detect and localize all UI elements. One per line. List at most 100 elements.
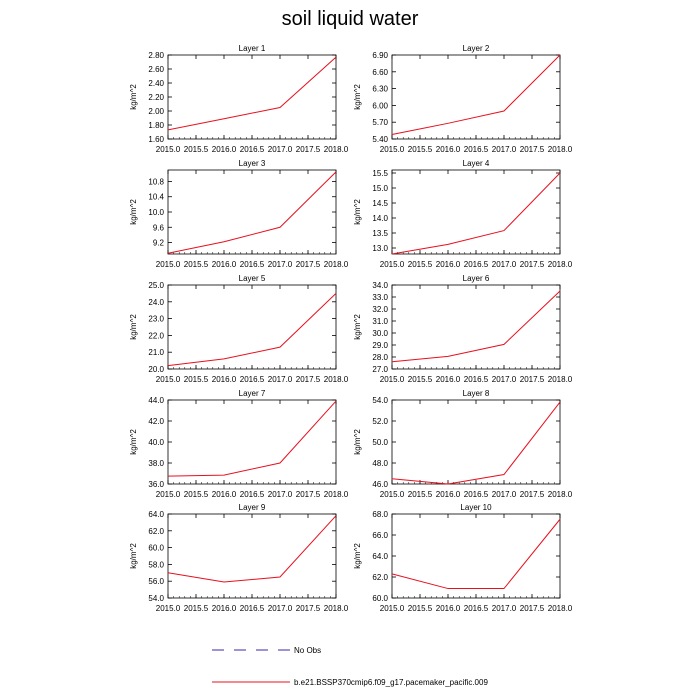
x-tick-label: 2016.5 <box>240 490 265 499</box>
series-line <box>391 172 561 255</box>
y-tick-label: 62.0 <box>372 573 388 582</box>
x-tick-label: 2016.5 <box>464 490 489 499</box>
y-tick-label: 62.0 <box>148 527 164 536</box>
y-axis-label: kg/m^2 <box>129 543 138 569</box>
subplot-title: Layer 5 <box>239 274 266 283</box>
x-tick-label: 2015.0 <box>156 375 181 384</box>
y-tick-label: 48.0 <box>372 459 388 468</box>
y-axis-label: kg/m^2 <box>353 543 362 569</box>
y-axis-label: kg/m^2 <box>353 429 362 455</box>
x-tick-label: 2016.0 <box>212 260 237 269</box>
plot-frame <box>167 513 337 599</box>
y-tick-label: 1.80 <box>148 121 164 130</box>
x-tick-label: 2016.0 <box>436 375 461 384</box>
y-tick-label: 60.0 <box>148 544 164 553</box>
plot-frame <box>391 169 561 255</box>
y-tick-label: 52.0 <box>372 417 388 426</box>
x-tick-label: 2017.0 <box>492 490 517 499</box>
y-tick-label: 29.0 <box>372 341 388 350</box>
subplot-title: Layer 10 <box>460 503 492 512</box>
x-tick-label: 2015.5 <box>408 375 433 384</box>
y-tick-label: 36.0 <box>148 480 164 489</box>
y-tick-label: 30.0 <box>372 329 388 338</box>
subplot-title: Layer 7 <box>239 389 266 398</box>
y-tick-label: 40.0 <box>148 438 164 447</box>
x-tick-label: 2016.0 <box>212 145 237 154</box>
y-tick-label: 60.0 <box>372 594 388 603</box>
x-tick-label: 2015.5 <box>184 490 209 499</box>
y-tick-label: 14.5 <box>372 199 388 208</box>
y-axis-label: kg/m^2 <box>129 314 138 340</box>
y-tick-label: 15.0 <box>372 184 388 193</box>
x-tick-label: 2017.5 <box>296 375 321 384</box>
x-tick-label: 2015.5 <box>408 604 433 613</box>
x-tick-label: 2016.5 <box>240 145 265 154</box>
subplot-title: Layer 8 <box>463 389 490 398</box>
x-tick-label: 2016.5 <box>464 260 489 269</box>
y-tick-label: 44.0 <box>148 396 164 405</box>
x-tick-label: 2016.0 <box>436 604 461 613</box>
y-axis-label: kg/m^2 <box>129 199 138 225</box>
y-axis-label: kg/m^2 <box>129 429 138 455</box>
subplot-title: Layer 4 <box>463 159 490 168</box>
x-tick-label: 2017.0 <box>268 604 293 613</box>
series-line <box>167 293 337 367</box>
y-tick-label: 25.0 <box>148 281 164 290</box>
x-tick-label: 2015.5 <box>408 490 433 499</box>
x-tick-label: 2017.0 <box>268 375 293 384</box>
x-tick-label: 2018.0 <box>548 375 573 384</box>
y-tick-label: 21.0 <box>148 348 164 357</box>
plot-frame <box>167 284 337 370</box>
subplot-title: Layer 2 <box>463 44 490 53</box>
x-tick-label: 2015.5 <box>408 260 433 269</box>
x-tick-label: 2018.0 <box>324 145 349 154</box>
y-tick-label: 2.60 <box>148 65 164 74</box>
x-tick-label: 2016.0 <box>436 145 461 154</box>
x-tick-label: 2018.0 <box>324 490 349 499</box>
x-tick-label: 2017.5 <box>520 375 545 384</box>
y-tick-label: 15.5 <box>372 169 388 178</box>
x-tick-label: 2017.5 <box>520 260 545 269</box>
y-tick-label: 64.0 <box>148 510 164 519</box>
x-tick-label: 2015.0 <box>156 260 181 269</box>
x-tick-label: 2017.0 <box>492 375 517 384</box>
x-tick-label: 2017.5 <box>296 145 321 154</box>
y-axis-label: kg/m^2 <box>129 84 138 110</box>
plot-frame <box>391 399 561 485</box>
y-tick-label: 38.0 <box>148 459 164 468</box>
y-tick-label: 46.0 <box>372 480 388 489</box>
y-tick-label: 9.6 <box>153 223 165 232</box>
y-tick-label: 24.0 <box>148 298 164 307</box>
y-tick-label: 66.0 <box>372 531 388 540</box>
y-tick-label: 6.90 <box>372 51 388 60</box>
x-tick-label: 2015.0 <box>380 604 405 613</box>
x-tick-label: 2017.0 <box>268 260 293 269</box>
x-tick-label: 2017.5 <box>296 490 321 499</box>
y-tick-label: 64.0 <box>372 552 388 561</box>
series-line <box>167 56 337 131</box>
subplot-title: Layer 3 <box>239 159 266 168</box>
y-tick-label: 23.0 <box>148 315 164 324</box>
y-tick-label: 9.2 <box>153 239 165 248</box>
y-tick-label: 68.0 <box>372 510 388 519</box>
y-tick-label: 13.5 <box>372 229 388 238</box>
x-tick-label: 2015.0 <box>156 490 181 499</box>
y-tick-label: 22.0 <box>148 331 164 340</box>
x-tick-label: 2015.5 <box>408 145 433 154</box>
series-line <box>391 290 561 363</box>
x-tick-label: 2016.0 <box>436 260 461 269</box>
y-tick-label: 31.0 <box>372 317 388 326</box>
y-tick-label: 6.30 <box>372 85 388 94</box>
y-tick-label: 42.0 <box>148 417 164 426</box>
x-tick-label: 2018.0 <box>548 145 573 154</box>
y-tick-label: 2.80 <box>148 51 164 60</box>
y-tick-label: 50.0 <box>372 438 388 447</box>
legend: No Obs b.e21.BSSP370cmip6.f09_g17.pacemak… <box>212 646 488 687</box>
x-tick-label: 2016.5 <box>240 260 265 269</box>
page-title: soil liquid water <box>281 8 419 30</box>
